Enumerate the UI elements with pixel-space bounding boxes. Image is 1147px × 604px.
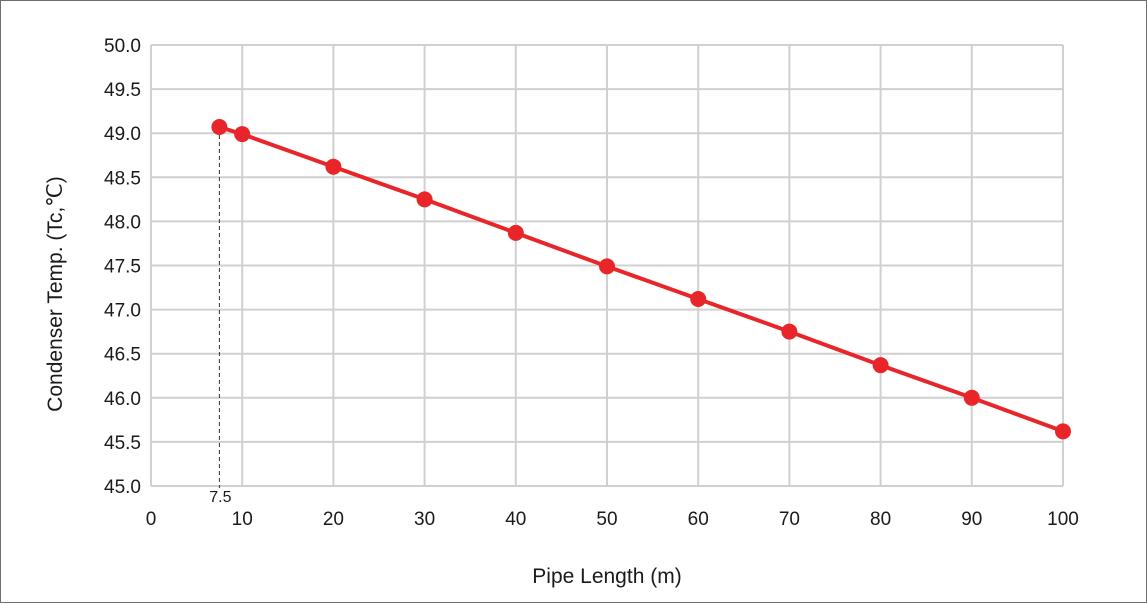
x-tick-label: 40 xyxy=(505,509,526,530)
x-tick-label: 20 xyxy=(323,509,344,530)
data-point xyxy=(599,258,615,275)
y-tick-label: 49.5 xyxy=(104,80,141,101)
data-point xyxy=(325,158,342,175)
data-point xyxy=(690,291,707,308)
x-tick-label: 0 xyxy=(146,509,157,530)
annotation-label: 7.5 xyxy=(209,489,231,506)
y-tick-label: 45.5 xyxy=(104,433,141,454)
data-point xyxy=(507,224,524,241)
x-tick-label: 100 xyxy=(1047,509,1079,530)
data-point xyxy=(781,323,798,340)
y-tick-label: 50.0 xyxy=(104,36,141,57)
data-point xyxy=(963,389,980,406)
data-point xyxy=(416,191,433,208)
y-tick-label: 46.0 xyxy=(104,389,141,410)
y-tick-label: 47.0 xyxy=(104,301,141,322)
x-axis-title: Pipe Length (m) xyxy=(532,565,681,588)
x-axis-ticks: 0 10 20 30 40 50 60 70 80 90 100 xyxy=(146,509,1079,530)
x-tick-label: 10 xyxy=(232,509,253,530)
series xyxy=(211,119,1071,440)
x-tick-label: 90 xyxy=(961,509,982,530)
data-point xyxy=(1055,423,1071,440)
x-tick-label: 60 xyxy=(688,509,709,530)
y-tick-label: 48.0 xyxy=(104,212,141,233)
data-point xyxy=(211,119,228,136)
x-tick-label: 70 xyxy=(779,509,800,530)
y-tick-label: 45.0 xyxy=(104,477,141,498)
series-line xyxy=(218,125,1064,434)
y-tick-label: 48.5 xyxy=(104,168,141,189)
y-axis-ticks: 45.0 45.5 46.0 46.5 47.0 47.5 48.0 48.5 49.0 49.5… xyxy=(104,36,141,498)
y-tick-label: 49.0 xyxy=(104,124,141,145)
data-point xyxy=(234,126,251,143)
data-point xyxy=(872,357,889,374)
annotation: 7.5 xyxy=(209,135,232,506)
x-tick-label: 50 xyxy=(596,509,617,530)
y-axis-title: Condenser Temp. (Tc,℃) xyxy=(44,176,67,412)
x-tick-label: 80 xyxy=(870,509,891,530)
x-tick-label: 30 xyxy=(414,509,435,530)
y-tick-label: 46.5 xyxy=(104,345,141,366)
y-tick-label: 47.5 xyxy=(104,257,141,278)
